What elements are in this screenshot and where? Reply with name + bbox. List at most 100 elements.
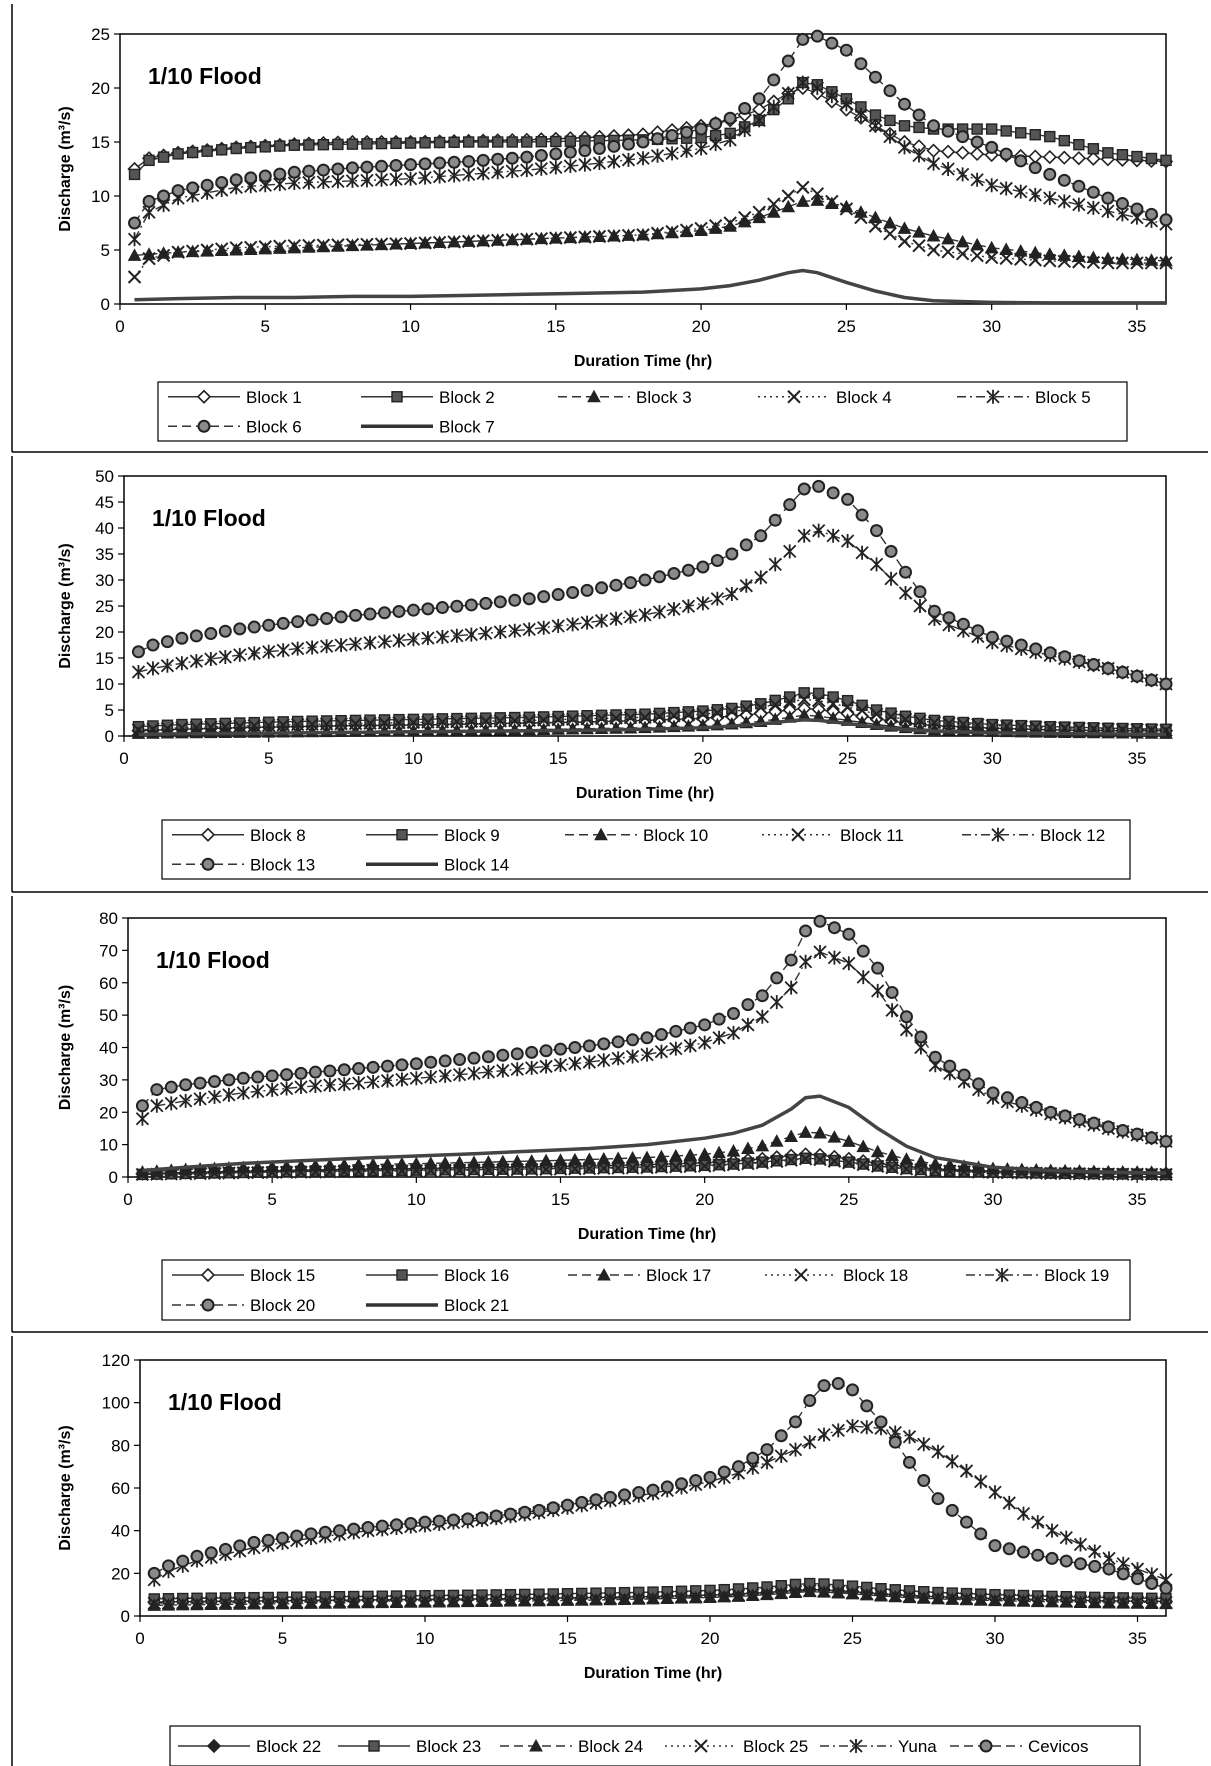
data-point	[868, 210, 883, 224]
data-point	[323, 1078, 337, 1093]
y-tick-label: 10	[95, 675, 114, 694]
data-point	[546, 1501, 560, 1515]
data-point	[432, 1593, 446, 1608]
data-point	[856, 944, 870, 958]
data-point	[813, 944, 827, 959]
data-point	[900, 1010, 913, 1024]
data-point	[898, 120, 911, 132]
data-point	[536, 713, 551, 727]
data-point	[667, 602, 681, 617]
data-point	[150, 1098, 164, 1113]
data-point	[280, 1068, 294, 1082]
data-point	[319, 717, 334, 731]
data-point	[1145, 1131, 1159, 1145]
data-point	[489, 1509, 503, 1523]
data-point	[157, 151, 170, 163]
data-point	[131, 665, 146, 680]
data-point	[654, 1160, 669, 1174]
data-point	[956, 130, 970, 144]
legend-label: Block 23	[416, 1737, 481, 1756]
data-point	[1000, 719, 1014, 733]
data-point	[404, 158, 418, 172]
data-point	[432, 169, 447, 184]
series-block-12	[131, 523, 1173, 691]
data-point	[931, 1492, 945, 1506]
data-point	[640, 1047, 654, 1062]
data-point	[885, 985, 899, 999]
data-point	[760, 1455, 774, 1470]
data-point	[480, 712, 492, 724]
data-point	[651, 132, 665, 146]
data-point	[279, 1165, 294, 1180]
data-point	[1044, 1105, 1058, 1119]
data-point	[665, 146, 679, 161]
data-point	[204, 627, 218, 641]
data-point	[984, 240, 999, 254]
data-point	[522, 713, 536, 728]
data-point	[251, 1165, 265, 1180]
y-axis-label: Discharge (m³/s)	[57, 106, 74, 231]
data-point	[128, 216, 142, 230]
data-point	[926, 228, 941, 242]
x-tick-label: 25	[839, 1190, 858, 1209]
data-point	[970, 135, 984, 149]
data-point	[988, 1485, 1002, 1500]
data-point	[769, 1134, 784, 1147]
data-point	[294, 1080, 308, 1094]
data-point	[318, 1595, 332, 1609]
data-point	[1145, 1595, 1159, 1610]
data-point	[712, 1145, 726, 1159]
data-point	[409, 1164, 424, 1178]
data-point	[999, 181, 1013, 196]
data-point	[504, 1507, 517, 1521]
data-point	[803, 1583, 817, 1598]
data-point	[233, 1539, 247, 1553]
data-point	[424, 1055, 438, 1069]
data-point	[827, 691, 839, 703]
chart-panel-3: 0 10 20 30 40 50 60 70 80 0 5 10 15 20 25 30 35 Duration …	[11, 891, 1208, 1332]
data-point	[552, 710, 564, 723]
data-point	[625, 1161, 640, 1175]
data-point	[1059, 1530, 1073, 1545]
data-point	[438, 1068, 452, 1083]
data-point	[783, 544, 797, 559]
data-point	[276, 1531, 289, 1545]
data-point	[632, 1591, 646, 1605]
data-point	[839, 202, 854, 216]
data-point	[1102, 147, 1114, 159]
data-point	[247, 1595, 261, 1610]
data-point	[927, 119, 941, 133]
data-point	[1087, 1116, 1101, 1130]
data-point	[476, 153, 490, 167]
data-point	[290, 1529, 304, 1543]
data-point	[726, 1025, 741, 1040]
data-point	[812, 687, 825, 700]
series-block-19	[135, 944, 1173, 1149]
data-point	[723, 111, 737, 125]
data-point	[580, 583, 594, 597]
data-point	[1014, 719, 1028, 734]
data-point	[1102, 1562, 1116, 1576]
legend-swatch-marker	[200, 1267, 216, 1283]
data-point	[812, 523, 826, 538]
data-point	[375, 137, 388, 150]
data-point	[247, 1535, 261, 1549]
data-point	[258, 240, 272, 254]
data-point	[623, 710, 638, 725]
data-point	[171, 245, 185, 259]
data-point	[201, 145, 213, 157]
data-point	[884, 114, 896, 127]
data-point	[945, 1591, 959, 1605]
data-point	[898, 712, 913, 727]
data-point	[566, 710, 579, 722]
data-point	[665, 129, 679, 143]
data-point	[1101, 661, 1115, 675]
data-point	[902, 1589, 917, 1604]
data-point	[1013, 244, 1028, 257]
data-point	[885, 1160, 899, 1175]
data-point	[580, 615, 594, 630]
data-point	[621, 228, 636, 243]
data-point	[811, 693, 826, 708]
series-line	[138, 718, 1167, 737]
data-point	[694, 141, 708, 156]
